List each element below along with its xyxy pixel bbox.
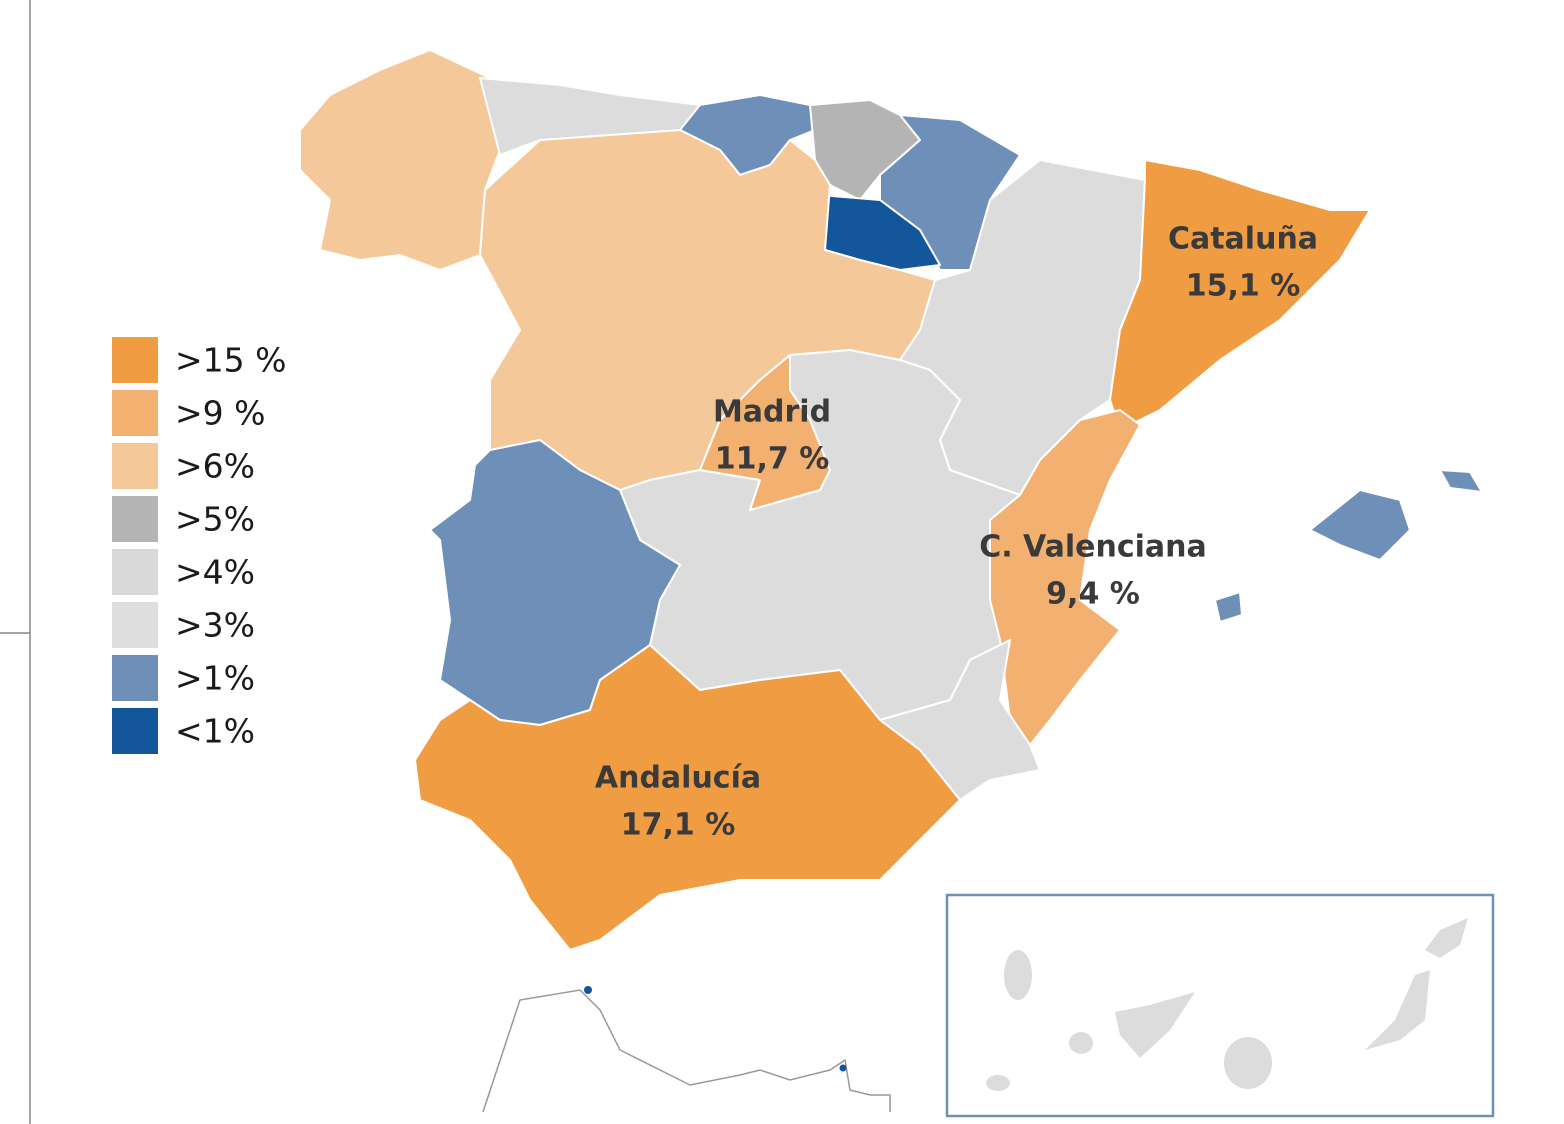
- island: [986, 1075, 1010, 1091]
- madrid: [699, 354, 831, 511]
- valencia: [989, 409, 1141, 746]
- regions: [299, 49, 1483, 951]
- navarra: [879, 114, 1021, 271]
- legend-swatch: [112, 602, 158, 648]
- legend-label: >5%: [175, 500, 255, 539]
- menorca: [1439, 469, 1483, 493]
- island: [1365, 970, 1430, 1050]
- region-name: Cataluña: [1168, 222, 1318, 257]
- canarias-inset: [945, 893, 1495, 1118]
- island: [1224, 1037, 1272, 1089]
- legend-swatch: [112, 655, 158, 701]
- legend-swatch: [112, 708, 158, 754]
- region-value: 15,1 %: [1186, 269, 1301, 304]
- region-value: 9,4 %: [1046, 577, 1140, 612]
- legend-label: <1%: [175, 712, 255, 751]
- island: [1425, 918, 1468, 958]
- island: [1115, 992, 1195, 1058]
- island: [1069, 1032, 1093, 1054]
- andalucia: [414, 644, 961, 951]
- region-value: 17,1 %: [621, 808, 736, 843]
- legend-swatch: [112, 496, 158, 542]
- legend-label: >3%: [175, 606, 255, 645]
- region-name: Madrid: [713, 395, 831, 430]
- north-africa: [482, 986, 891, 1113]
- region-labels: Cataluña 15,1 % Madrid 11,7 % C. Valenciana 9…: [595, 222, 1318, 843]
- cataluna: [1109, 159, 1371, 431]
- melilla: [839, 1064, 847, 1072]
- galicia: [299, 49, 501, 271]
- region-name: C. Valenciana: [979, 530, 1207, 565]
- legend-label: >4%: [175, 553, 255, 592]
- region-value: 11,7 %: [715, 442, 830, 477]
- ibiza: [1214, 591, 1243, 623]
- mallorca: [1309, 489, 1411, 561]
- legend-label: >1%: [175, 659, 255, 698]
- legend-label: >6%: [175, 447, 255, 486]
- region-name: Andalucía: [595, 761, 761, 796]
- legend-swatch: [112, 337, 158, 383]
- legend-swatch: [112, 549, 158, 595]
- legend: >15 % >9 % >6% >5% >4% >3% >1% <1%: [112, 337, 287, 754]
- legend-label: >9 %: [175, 394, 266, 433]
- coastline: [482, 989, 891, 1113]
- legend-swatch: [112, 390, 158, 436]
- inset-frame: [945, 893, 1495, 1118]
- ceuta: [584, 986, 592, 994]
- island: [1004, 950, 1032, 1000]
- legend-label: >15 %: [175, 341, 287, 380]
- legend-swatch: [112, 443, 158, 489]
